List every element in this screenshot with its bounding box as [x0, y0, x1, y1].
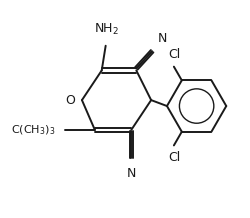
Text: NH$_2$: NH$_2$	[94, 22, 119, 37]
Text: Cl: Cl	[168, 48, 180, 61]
Text: N: N	[127, 167, 136, 180]
Text: O: O	[65, 94, 75, 107]
Text: C(CH$_3$)$_3$: C(CH$_3$)$_3$	[11, 123, 55, 136]
Text: N: N	[158, 32, 168, 45]
Text: Cl: Cl	[168, 151, 180, 164]
